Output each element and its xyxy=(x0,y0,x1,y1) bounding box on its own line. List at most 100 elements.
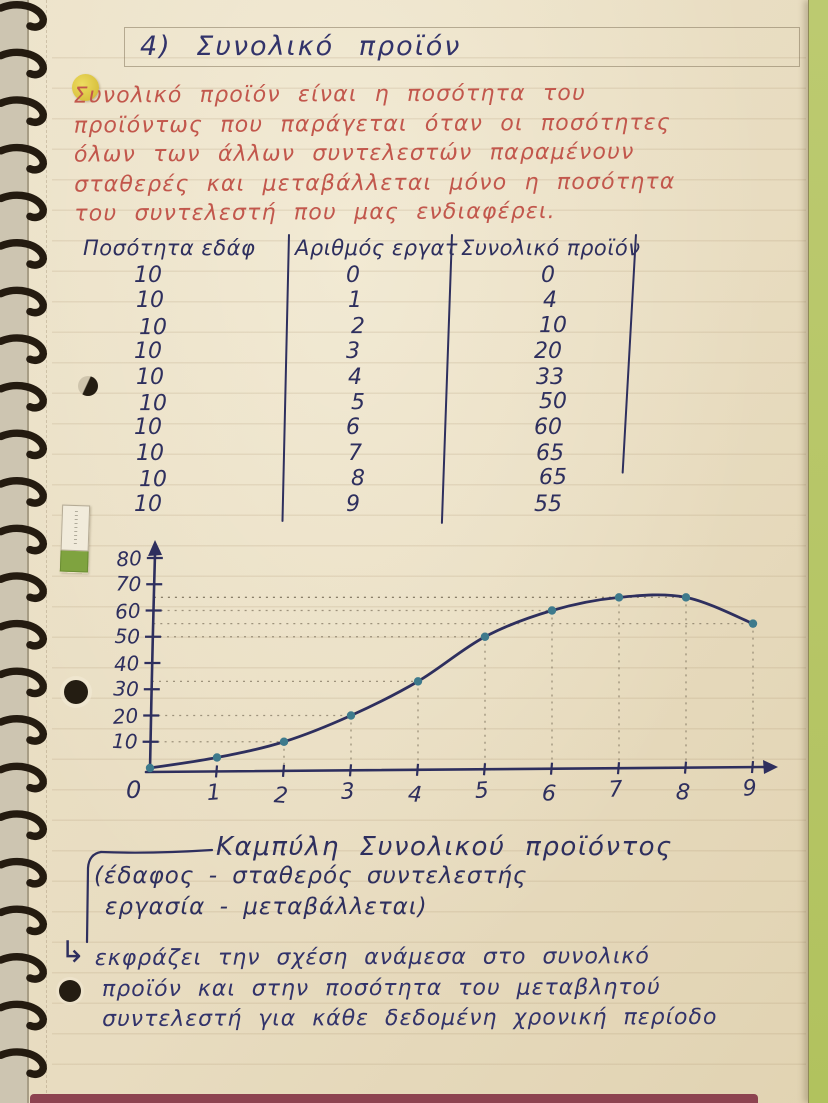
spiral-coil xyxy=(0,524,48,555)
table-row: 10 3 20 xyxy=(73,339,648,364)
definition-line: του συντελεστή που μας ενδιαφέρει. xyxy=(74,199,556,227)
table-cell: 10 xyxy=(134,415,162,441)
x-tick-label: 6 xyxy=(541,781,557,807)
definition-line: όλων των άλλων συντελεστών παραμένουν xyxy=(73,139,635,168)
x-tick xyxy=(482,763,487,776)
caption-bracket xyxy=(85,848,214,944)
table-cell: 10 xyxy=(538,312,568,338)
table-cell: 10 xyxy=(134,339,162,365)
data-point xyxy=(614,593,624,602)
table-cell: 10 xyxy=(136,440,164,466)
table-cell: 55 xyxy=(534,491,562,517)
table-cell: 10 xyxy=(138,467,168,493)
hole-punch-icon xyxy=(59,980,81,1002)
definition-line: σταθερές και μεταβάλλεται μόνο η ποσότητ… xyxy=(74,168,676,198)
table-cell: 9 xyxy=(346,491,360,517)
return-arrow-icon: ↳ xyxy=(60,935,86,970)
data-point xyxy=(547,606,557,615)
table-cell: 1 xyxy=(348,288,362,314)
x-tick xyxy=(415,763,420,776)
caption-bracket-line xyxy=(85,850,103,944)
footnote-line: προϊόν και στην ποσότητα του μεταβλητού xyxy=(101,974,661,1002)
desk-edge-strip xyxy=(30,1094,758,1103)
table-cell: 10 xyxy=(134,491,162,517)
footnote-line: συντελεστή για κάθε δεδομένη χρονική περ… xyxy=(102,1004,718,1033)
spiral-coil xyxy=(0,1000,48,1031)
x-tick xyxy=(750,760,755,774)
page-title: 4) Συνολικό προϊόν xyxy=(140,31,462,62)
x-tick-label: 2 xyxy=(273,783,289,809)
spiral-coil xyxy=(0,477,48,507)
title-box xyxy=(124,27,800,67)
data-point xyxy=(480,632,490,641)
table-row: 10 2 10 xyxy=(78,312,653,340)
table-cell: 3 xyxy=(346,339,360,365)
total-product-curve xyxy=(148,593,755,770)
data-point xyxy=(681,593,691,602)
table-cell: 65 xyxy=(536,440,564,466)
y-tick-label: 80 xyxy=(116,546,143,571)
spiral-coil xyxy=(0,572,48,602)
x-tick-label: 8 xyxy=(675,780,691,806)
caption-note-line1: (έδαφος - σταθερός συντελεστής xyxy=(94,863,528,889)
x-tick xyxy=(214,765,219,778)
spiral-coil xyxy=(0,857,48,888)
table-row: 10 9 55 xyxy=(73,492,648,517)
x-tick-label: 5 xyxy=(474,778,490,804)
spiral-coil xyxy=(0,1048,48,1078)
y-tick-label: 30 xyxy=(113,676,139,701)
y-tick-label: 70 xyxy=(115,571,141,596)
table-cell: 50 xyxy=(538,388,568,415)
spiral-coil xyxy=(0,143,48,174)
x-tick-label: 9 xyxy=(742,776,758,802)
data-point xyxy=(145,763,155,773)
footnote-paragraph: εκφράζει την σχέση ανάμεσα στο συνολικό … xyxy=(95,942,718,1036)
table-row: 10 5 50 xyxy=(78,388,653,416)
spiral-binding-icon xyxy=(0,1,48,1078)
column-header-total-product: Συνολικό προϊόν xyxy=(461,236,641,260)
spiral-coil xyxy=(0,96,48,126)
spiral-coil xyxy=(0,286,48,317)
product-table: Ποσότητα εδάφ Αριθμός εργατ Συνολικό προ… xyxy=(75,233,650,530)
x-tick-label: 4 xyxy=(407,782,423,808)
y-tick-label: 40 xyxy=(113,651,140,676)
x-axis-arrow-icon xyxy=(763,760,778,774)
x-tick xyxy=(281,764,286,777)
table-row: 10 1 4 xyxy=(75,288,650,313)
caption-leader-line xyxy=(99,848,214,854)
table-row: 10 4 33 xyxy=(75,365,650,390)
spiral-coil xyxy=(0,48,48,79)
y-axis xyxy=(148,552,157,772)
table-cell: 0 xyxy=(346,263,360,288)
spiral-coil xyxy=(0,1,48,31)
hole-punch-icon xyxy=(64,680,88,704)
spiral-coil xyxy=(0,239,48,269)
spiral-coil xyxy=(0,953,48,983)
caption-note-line2: εργασία - μεταβάλλεται) xyxy=(105,894,428,920)
definition-line: Συνολικό προϊόν είναι η ποσότητα του xyxy=(73,80,587,109)
table-cell: 0 xyxy=(541,263,555,288)
y-tick-label: 60 xyxy=(115,599,142,624)
table-cell: 10 xyxy=(138,390,168,417)
x-tick-label: 7 xyxy=(608,777,624,803)
table-cell: 8 xyxy=(350,466,366,492)
table-row: 10 8 65 xyxy=(78,465,653,493)
x-tick-label: 3 xyxy=(340,779,356,805)
table-cell: 33 xyxy=(536,364,564,390)
table-cell: 6 xyxy=(346,415,360,441)
table-cell: 10 xyxy=(138,314,168,340)
spiral-coil xyxy=(0,905,48,936)
table-body: 10 0 0 10 1 4 10 2 10 10 3 20 10 4 33 10 5 50 10 6 60 10 7 65 10… xyxy=(75,263,650,517)
data-point xyxy=(346,711,356,720)
table-cell: 60 xyxy=(534,415,562,441)
table-cell: 65 xyxy=(538,465,568,491)
y-tick-label: 20 xyxy=(112,704,139,729)
table-cell: 20 xyxy=(534,339,562,365)
x-axis xyxy=(144,765,766,774)
data-point xyxy=(748,619,758,628)
spiral-coil xyxy=(0,762,48,793)
notebook-cover-edge xyxy=(808,0,828,1103)
x-tick xyxy=(616,762,621,775)
y-tick-label: 50 xyxy=(114,624,140,649)
